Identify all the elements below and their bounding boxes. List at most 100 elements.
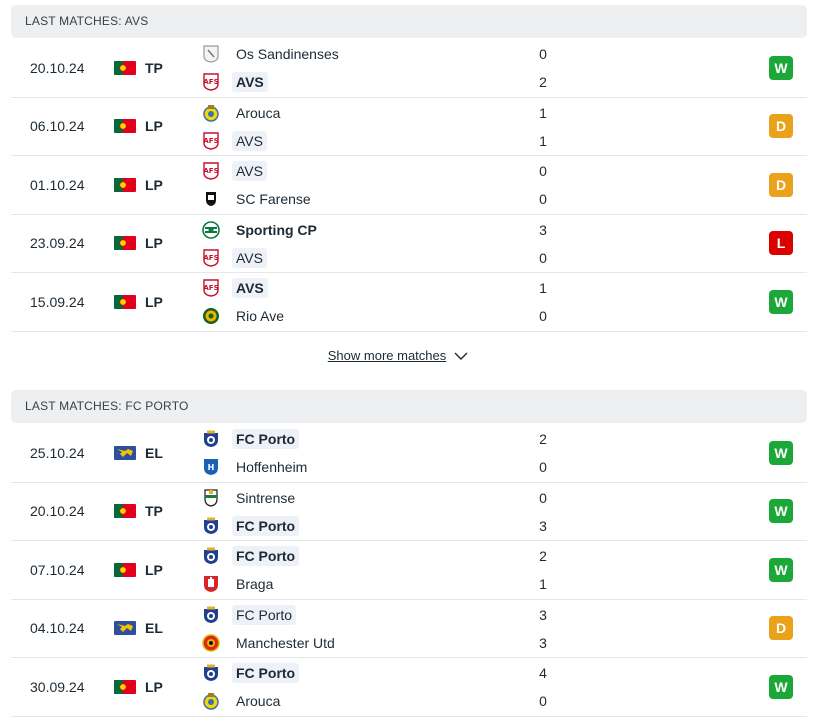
home-team[interactable]: Arouca — [202, 101, 284, 125]
competition-code: LP — [145, 293, 163, 310]
match-row[interactable]: 06.10.24 LP Arouca AFS AVS 1 1 D — [11, 98, 807, 156]
home-score: 0 — [539, 489, 547, 506]
result-badge: D — [769, 616, 793, 641]
man-utd-logo-icon — [202, 633, 220, 652]
away-score: 3 — [539, 634, 547, 651]
home-team-name: Sintrense — [236, 489, 296, 506]
home-team-name: AVS — [232, 278, 268, 298]
away-team-name: Manchester Utd — [236, 634, 335, 651]
match-row[interactable]: 23.09.24 LP Sporting CP AFS AVS 3 0 L — [11, 215, 807, 273]
home-score: 0 — [539, 163, 547, 179]
away-score: 1 — [539, 132, 547, 149]
match-row[interactable]: 20.10.24 TP Os Sandinenses AFS AVS 0 2 W — [11, 39, 807, 98]
home-team[interactable]: FC Porto — [202, 603, 297, 627]
sporting-logo-icon — [202, 220, 220, 239]
competition-code: EL — [145, 444, 163, 461]
result-badge: L — [769, 231, 793, 256]
section-header-fc-porto: LAST MATCHES: FC PORTO — [11, 390, 807, 423]
away-team[interactable]: H Hoffenheim — [202, 455, 311, 479]
home-team[interactable]: Os Sandinenses — [202, 42, 343, 66]
chevron-down-icon — [454, 348, 468, 363]
home-team-name: FC Porto — [232, 546, 300, 566]
porto-logo-icon — [202, 430, 220, 448]
sintrense-logo-icon — [202, 488, 220, 507]
away-team[interactable]: Manchester Utd — [202, 631, 339, 655]
match-row[interactable]: 07.10.24 LP FC Porto Braga 2 1 W — [11, 541, 807, 600]
competition-code: TP — [145, 503, 163, 520]
svg-text:AFS: AFS — [203, 167, 218, 175]
porto-logo-icon — [202, 517, 220, 535]
result-badge: D — [769, 114, 793, 139]
competition-code: LP — [145, 118, 163, 135]
svg-text:H: H — [208, 463, 215, 472]
home-team[interactable]: AFS AVS — [202, 276, 268, 300]
arouca-logo-icon — [202, 692, 220, 710]
avs-logo-icon: AFS — [202, 248, 220, 267]
match-row[interactable]: 30.09.24 LP FC Porto Arouca 4 0 W — [11, 658, 807, 717]
result-badge: D — [769, 172, 793, 197]
farense-logo-icon — [202, 190, 220, 208]
europe-flag-icon — [114, 445, 136, 460]
home-team[interactable]: FC Porto — [202, 427, 300, 451]
home-team[interactable]: FC Porto — [202, 661, 300, 685]
away-team[interactable]: Braga — [202, 572, 277, 596]
match-date: 06.10.24 — [30, 118, 85, 135]
svg-text:AFS: AFS — [203, 78, 218, 86]
home-score: 3 — [539, 606, 547, 623]
avs-logo-icon: AFS — [202, 73, 220, 91]
match-row[interactable]: 15.09.24 LP AFS AVS Rio Ave 1 0 W — [11, 273, 807, 332]
match-date: 23.09.24 — [30, 235, 85, 252]
away-team[interactable]: AFS AVS — [202, 246, 267, 270]
away-team[interactable]: Arouca — [202, 689, 284, 713]
home-team-name: Arouca — [236, 104, 281, 121]
away-score: 1 — [539, 576, 547, 592]
match-row[interactable]: 01.10.24 LP AFS AVS SC Farense 0 0 D — [11, 156, 807, 215]
match-row[interactable]: 04.10.24 EL FC Porto Manchester Utd 3 3 D — [11, 600, 807, 658]
home-score: 2 — [539, 548, 547, 564]
home-team[interactable]: Sporting CP — [202, 218, 321, 242]
porto-logo-icon — [202, 664, 220, 682]
match-list-fc-porto: 25.10.24 EL FC Porto H Hoffenheim 2 0 W 20.10.24… — [11, 424, 807, 717]
svg-text:AFS: AFS — [203, 284, 218, 292]
match-row[interactable]: 20.10.24 TP Sintrense FC Porto 0 3 W — [11, 483, 807, 541]
away-score: 3 — [539, 517, 547, 534]
arouca-logo-icon — [202, 104, 220, 122]
away-team[interactable]: SC Farense — [202, 187, 315, 211]
result-badge: W — [769, 557, 793, 582]
hoffenheim-logo-icon: H — [202, 458, 220, 476]
away-score: 2 — [539, 74, 547, 90]
show-more-label: Show more matches — [327, 347, 447, 363]
home-team-name: Sporting CP — [236, 221, 317, 238]
result-badge: W — [769, 674, 793, 699]
home-team[interactable]: FC Porto — [202, 544, 300, 568]
home-team[interactable]: AFS AVS — [202, 159, 267, 183]
away-team[interactable]: FC Porto — [202, 514, 300, 538]
away-team[interactable]: AFS AVS — [202, 129, 267, 153]
competition-code: TP — [145, 59, 163, 76]
match-date: 07.10.24 — [30, 561, 85, 578]
home-score: 1 — [539, 280, 547, 296]
home-team-name: FC Porto — [232, 604, 297, 625]
match-date: 15.09.24 — [30, 293, 85, 310]
portugal-flag-icon — [114, 119, 136, 134]
result-badge: W — [769, 289, 793, 314]
sandinenses-logo-icon — [202, 45, 220, 63]
svg-text:AFS: AFS — [203, 254, 218, 262]
portugal-flag-icon — [114, 504, 136, 519]
avs-logo-icon: AFS — [202, 162, 220, 180]
competition-code: LP — [145, 561, 163, 578]
rio-ave-logo-icon — [202, 307, 220, 325]
away-team[interactable]: AFS AVS — [202, 70, 268, 94]
away-team-name: SC Farense — [236, 191, 311, 207]
show-more-matches-link[interactable]: Show more matches — [0, 343, 796, 367]
away-team-name: Hoffenheim — [236, 459, 308, 475]
competition-code: LP — [145, 176, 163, 193]
porto-logo-icon — [202, 547, 220, 565]
away-team-name: Rio Ave — [236, 308, 284, 324]
away-score: 0 — [539, 693, 547, 709]
portugal-flag-icon — [114, 60, 136, 75]
home-team[interactable]: Sintrense — [202, 486, 299, 510]
match-row[interactable]: 25.10.24 EL FC Porto H Hoffenheim 2 0 W — [11, 424, 807, 483]
portugal-flag-icon — [114, 562, 136, 577]
away-team[interactable]: Rio Ave — [202, 304, 288, 328]
